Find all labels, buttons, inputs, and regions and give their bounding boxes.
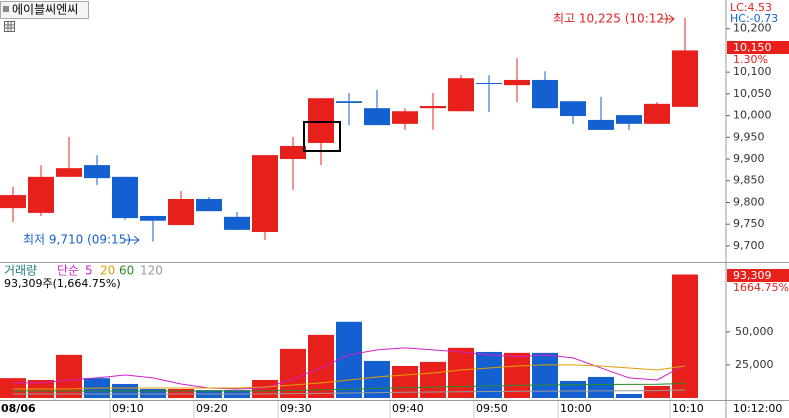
stock-name: 에이블씨엔씨 bbox=[12, 3, 78, 17]
volume-bar bbox=[672, 274, 698, 398]
candle-body bbox=[448, 78, 474, 112]
title-icon bbox=[3, 6, 9, 12]
y-tick-label: 9,850 bbox=[733, 174, 765, 187]
x-tick-label: 10:00 bbox=[560, 402, 592, 415]
candle-body bbox=[0, 195, 26, 209]
x-tick-label: 09:20 bbox=[196, 402, 228, 415]
ma-line bbox=[13, 389, 686, 395]
volume-bar bbox=[448, 347, 474, 398]
last-price-label: 10,150 bbox=[733, 41, 772, 54]
candle-body bbox=[364, 108, 390, 126]
candle-body bbox=[280, 145, 306, 160]
change-label: 1.30% bbox=[733, 53, 768, 66]
y-tick-label: 9,700 bbox=[733, 239, 765, 252]
x-tick-label: 09:50 bbox=[476, 402, 508, 415]
volume-bar bbox=[252, 380, 278, 398]
candle-body bbox=[420, 106, 446, 109]
grid-icon-lines bbox=[5, 22, 15, 32]
candle-body bbox=[28, 176, 54, 213]
candle-body bbox=[560, 101, 586, 117]
y-tick-label: 10,100 bbox=[733, 65, 772, 78]
volume-bar bbox=[0, 378, 26, 398]
x-tick-label: 10:10 bbox=[672, 402, 704, 415]
high-arrow bbox=[660, 14, 675, 24]
volume-bar bbox=[560, 380, 586, 398]
y-tick-label: 9,900 bbox=[733, 152, 765, 165]
candle-body bbox=[672, 50, 698, 107]
high-annotation: 최고 10,225 (10:12) bbox=[553, 12, 669, 26]
volume-caption: 93,309주(1,664.75%) bbox=[4, 277, 121, 290]
volume-bar bbox=[616, 394, 642, 398]
volume-change-label: 1664.75% bbox=[733, 281, 789, 294]
candle-body bbox=[616, 115, 642, 124]
y-tick-label: 9,750 bbox=[733, 217, 765, 230]
ma-line bbox=[13, 347, 686, 390]
time-label: 10:12:00 bbox=[733, 402, 782, 415]
volume-bar bbox=[308, 334, 334, 398]
candle-body bbox=[140, 215, 166, 221]
hc-label: HC:-0.73 bbox=[730, 12, 778, 25]
legend-entry: 120 bbox=[140, 264, 163, 278]
legend-entry: 60 bbox=[119, 264, 134, 278]
volume-bar bbox=[336, 321, 362, 398]
candle-body bbox=[532, 79, 558, 109]
low-annotation: 최저 9,710 (09:15) bbox=[23, 233, 131, 247]
x-tick-label: 09:10 bbox=[112, 402, 144, 415]
volume-bar bbox=[140, 389, 166, 398]
candle-body bbox=[196, 198, 222, 212]
candle-body bbox=[84, 165, 110, 179]
ma-line bbox=[13, 364, 686, 390]
volume-bar bbox=[364, 360, 390, 398]
volume-bar bbox=[532, 352, 558, 398]
candle-body bbox=[644, 103, 670, 124]
volume-bar bbox=[56, 354, 82, 398]
candle-body bbox=[588, 119, 614, 130]
y-tick-label: 9,800 bbox=[733, 195, 765, 208]
selection-box[interactable] bbox=[303, 121, 341, 152]
volume-title: 거래량 bbox=[4, 264, 37, 278]
candle-body bbox=[168, 198, 194, 226]
ma-line bbox=[13, 382, 686, 392]
candle-body bbox=[504, 79, 530, 86]
candle-body bbox=[392, 111, 418, 124]
last-volume-label: 93,309 bbox=[733, 269, 772, 282]
low-arrow bbox=[125, 235, 140, 245]
y-tick-label: 9,950 bbox=[733, 130, 765, 143]
y-tick-label: 50,000 bbox=[735, 325, 774, 338]
candle-body bbox=[56, 168, 82, 177]
last-price-box bbox=[727, 41, 789, 54]
lc-label: LC:4.53 bbox=[730, 1, 772, 14]
grid-icon[interactable] bbox=[4, 21, 15, 32]
volume-bar bbox=[504, 352, 530, 398]
candle-body bbox=[224, 216, 250, 230]
candle-body bbox=[112, 176, 138, 219]
ma-type: 단순 bbox=[57, 264, 79, 278]
legend-entry: 5 bbox=[85, 264, 93, 278]
x-tick-label: 08/06 bbox=[1, 402, 36, 415]
y-tick-label: 10,000 bbox=[733, 109, 772, 122]
volume-bar bbox=[476, 351, 502, 398]
volume-bar bbox=[588, 376, 614, 398]
candle-body bbox=[308, 98, 334, 143]
last-volume-box bbox=[727, 269, 789, 282]
candle-body bbox=[252, 155, 278, 233]
volume-bar bbox=[644, 385, 670, 398]
candle-body bbox=[476, 82, 502, 84]
volume-bar bbox=[168, 389, 194, 398]
y-tick-label: 25,000 bbox=[735, 358, 774, 371]
y-tick-label: 10,200 bbox=[733, 22, 772, 35]
candle-body bbox=[336, 101, 362, 103]
legend-entry: 20 bbox=[100, 264, 115, 278]
y-tick-label: 10,050 bbox=[733, 87, 772, 100]
x-tick-label: 09:40 bbox=[392, 402, 424, 415]
title-box[interactable] bbox=[0, 1, 89, 19]
x-tick-label: 09:30 bbox=[280, 402, 312, 415]
volume-bar bbox=[392, 365, 418, 398]
